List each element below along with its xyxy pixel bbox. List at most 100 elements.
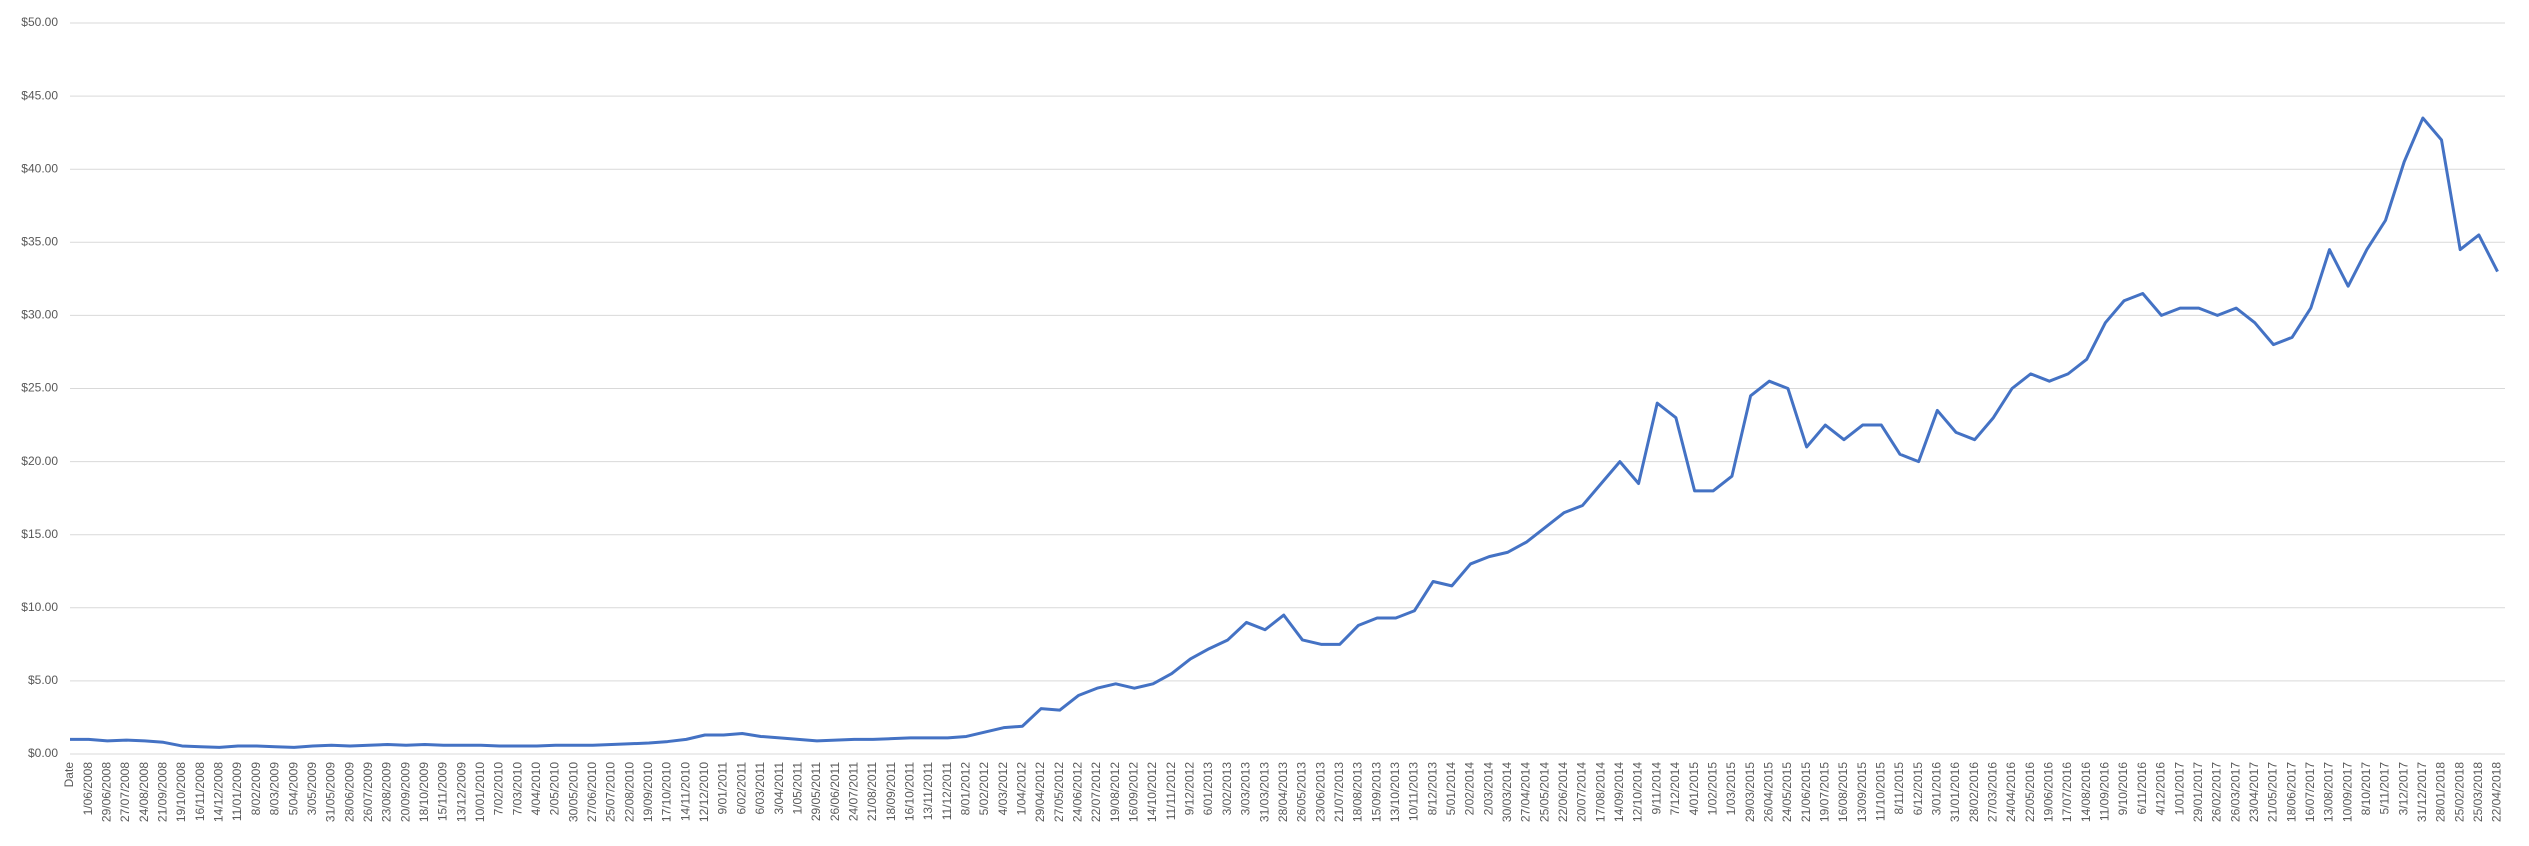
x-tick-label: 26/02/2017 (2210, 762, 2224, 822)
x-tick-label: 21/08/2011 (865, 762, 879, 821)
x-tick-label: 14/09/2014 (1612, 762, 1626, 822)
x-tick-label: 11/01/2009 (230, 762, 244, 821)
x-tick-label: 10/09/2017 (2340, 762, 2354, 822)
x-tick-label: 9/11/2014 (1649, 762, 1663, 815)
x-tick-label: 6/11/2016 (2135, 762, 2149, 815)
x-tick-label: 8/02/2009 (249, 762, 263, 816)
y-tick-label: $15.00 (21, 527, 58, 541)
y-tick-label: $0.00 (28, 746, 58, 760)
x-tick-label: 1/01/2017 (2172, 762, 2186, 816)
y-tick-label: $40.00 (21, 161, 58, 175)
x-tick-label: 29/05/2011 (809, 762, 823, 821)
x-tick-label: 24/08/2008 (137, 762, 151, 822)
x-tick-label: 9/01/2011 (716, 762, 730, 815)
x-tick-label: 13/11/2011 (921, 762, 935, 821)
x-tick-label: 21/06/2015 (1799, 762, 1813, 822)
x-tick-label: 29/06/2008 (100, 762, 114, 822)
x-tick-label: 26/03/2017 (2228, 762, 2242, 822)
x-tick-label: 24/05/2015 (1780, 762, 1794, 822)
x-tick-label: 3/01/2016 (1930, 762, 1944, 816)
x-tick-label: 19/08/2012 (1108, 762, 1122, 822)
x-tick-label: 16/10/2011 (902, 762, 916, 821)
x-tick-label: 8/03/2009 (268, 762, 282, 816)
x-tick-label: 22/06/2014 (1556, 762, 1570, 822)
x-tick-label: 20/07/2014 (1575, 762, 1589, 822)
x-tick-label: 12/10/2014 (1631, 762, 1645, 822)
x-tick-label: 11/11/2012 (1164, 762, 1178, 821)
x-tick-label: 6/01/2013 (1201, 762, 1215, 816)
x-tick-label: 30/03/2014 (1500, 762, 1514, 822)
x-tick-label: 20/09/2009 (398, 762, 412, 822)
x-tick-label: 19/10/2008 (174, 762, 188, 822)
x-tick-label: 16/11/2008 (193, 762, 207, 821)
x-tick-label: 24/06/2012 (1071, 762, 1085, 822)
x-tick-label: 13/09/2015 (1855, 762, 1869, 822)
x-tick-label: 15/11/2009 (436, 762, 450, 821)
x-tick-label: 8/10/2017 (2359, 762, 2373, 816)
x-tick-label: 31/03/2013 (1257, 762, 1271, 822)
x-tick-label: 18/06/2017 (2284, 762, 2298, 822)
x-tick-label: 25/03/2018 (2471, 762, 2485, 822)
x-tick-label: 24/07/2011 (846, 762, 860, 821)
x-tick-label: 13/08/2017 (2322, 762, 2336, 822)
x-tick-label: 3/05/2009 (305, 762, 319, 816)
x-tick-label: 4/01/2015 (1687, 762, 1701, 816)
x-tick-label: 25/05/2014 (1537, 762, 1551, 822)
x-tick-label: 23/08/2009 (380, 762, 394, 822)
x-tick-label: 28/04/2013 (1276, 762, 1290, 822)
x-tick-label: 10/01/2010 (473, 762, 487, 822)
x-tick-label: 6/12/2015 (1911, 762, 1925, 816)
x-tick-label: 19/07/2015 (1817, 762, 1831, 822)
x-tick-label: 28/02/2016 (1967, 762, 1981, 822)
x-tick-label: 22/08/2010 (622, 762, 636, 822)
x-tick-label: 21/09/2008 (156, 762, 170, 822)
x-tick-label: 7/03/2010 (510, 762, 524, 816)
x-tick-label: 25/02/2018 (2452, 762, 2466, 822)
x-tick-label: 29/03/2015 (1743, 762, 1757, 822)
x-tick-label: 7/02/2010 (492, 762, 506, 816)
x-tick-label: 2/05/2010 (548, 762, 562, 816)
x-tick-label: 27/07/2008 (118, 762, 132, 822)
x-tick-label: 8/12/2013 (1425, 762, 1439, 816)
x-tick-label: 18/10/2009 (417, 762, 431, 822)
x-tick-label: 27/06/2010 (585, 762, 599, 822)
x-tick-label: 2/02/2014 (1463, 762, 1477, 816)
x-tick-label: 3/04/2011 (772, 762, 786, 815)
x-tick-label: 1/03/2015 (1724, 762, 1738, 816)
x-tick-label: 14/08/2016 (2079, 762, 2093, 822)
x-tick-label: 28/01/2018 (2434, 762, 2448, 822)
y-tick-label: $45.00 (21, 88, 58, 102)
x-tick-label: 11/12/2011 (940, 762, 954, 821)
x-tick-label: 26/06/2011 (828, 762, 842, 821)
y-tick-label: $30.00 (21, 308, 58, 322)
y-tick-label: $20.00 (21, 454, 58, 468)
x-tick-label: 13/12/2009 (454, 762, 468, 822)
x-tick-label: 17/10/2010 (660, 762, 674, 822)
x-tick-label: 31/12/2017 (2415, 762, 2429, 822)
x-tick-label: 8/01/2012 (958, 762, 972, 816)
x-tick-label: 23/04/2017 (2247, 762, 2261, 822)
x-tick-label: 15/09/2013 (1369, 762, 1383, 822)
x-tick-label: 22/04/2018 (2490, 762, 2504, 822)
x-tick-label: 3/12/2017 (2396, 762, 2410, 816)
y-tick-label: $5.00 (28, 673, 58, 687)
x-tick-label: 14/11/2010 (678, 762, 692, 821)
x-tick-label: 3/03/2013 (1239, 762, 1253, 816)
x-tick-label: 29/01/2017 (2191, 762, 2205, 822)
y-tick-label: $35.00 (21, 234, 58, 248)
x-tick-label: 12/12/2010 (697, 762, 711, 822)
x-tick-label: 26/07/2009 (361, 762, 375, 822)
x-tick-label: 16/08/2015 (1836, 762, 1850, 822)
x-tick-label: 22/07/2012 (1089, 762, 1103, 822)
x-tick-label: Date (62, 762, 76, 788)
x-tick-label: 10/11/2013 (1407, 762, 1421, 821)
x-tick-label: 24/04/2016 (2004, 762, 2018, 822)
x-tick-label: 5/11/2017 (2378, 762, 2392, 815)
y-tick-label: $25.00 (21, 381, 58, 395)
x-tick-label: 21/07/2013 (1332, 762, 1346, 822)
x-tick-label: 29/04/2012 (1033, 762, 1047, 822)
x-tick-label: 14/10/2012 (1145, 762, 1159, 822)
x-tick-label: 16/09/2012 (1127, 762, 1141, 822)
x-tick-label: 19/06/2016 (2042, 762, 2056, 822)
